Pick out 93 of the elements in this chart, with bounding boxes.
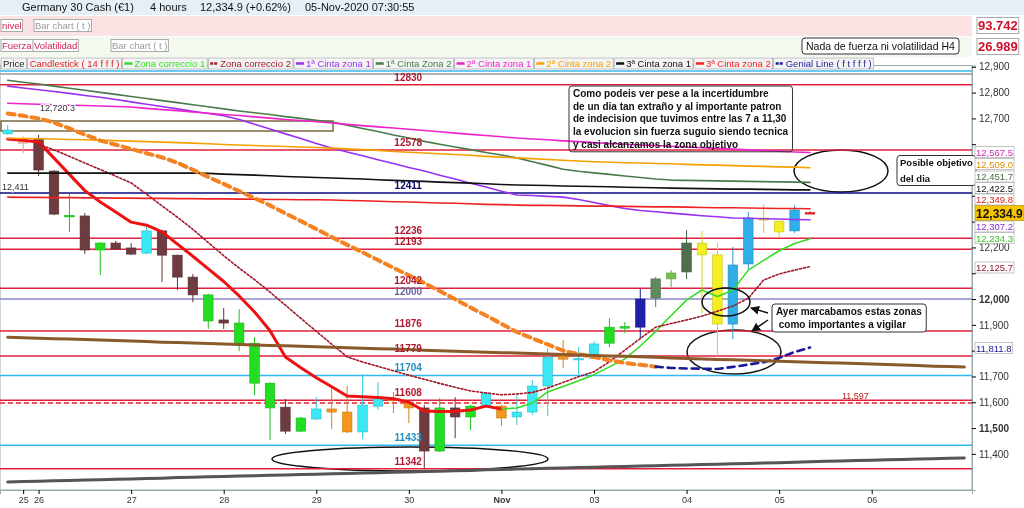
text: Nada de fuerza ni volatilidad H4 — [806, 40, 955, 52]
candlestick — [666, 269, 677, 288]
x-tick-label: 29 — [311, 495, 322, 506]
text: 12,567.5 — [976, 146, 1013, 158]
candlestick — [218, 307, 229, 330]
legend-label: 3ª Cinta zona 2 — [705, 58, 771, 69]
legend-label: 2ª Cinta zona 2 — [546, 58, 612, 69]
y-tick-label: 11,500 — [979, 422, 1010, 434]
x-tick-label: 27 — [126, 495, 137, 506]
annotation: Candlestick ( 14 f f f ) — [29, 58, 120, 69]
y-tick-label: 12,900 — [979, 61, 1011, 73]
candlestick — [95, 241, 106, 276]
candlestick — [342, 385, 353, 434]
candlestick — [619, 321, 630, 334]
candlestick — [234, 308, 245, 352]
candlestick — [64, 193, 75, 233]
ref-line-label: 11704 — [394, 362, 423, 374]
y-tick-label: 11,900 — [979, 319, 1010, 331]
x-tick-label: 04 — [682, 495, 693, 506]
x-tick-label: 28 — [219, 495, 230, 506]
x-tick-label: 30 — [404, 495, 415, 506]
x-tick-label: 03 — [589, 495, 600, 506]
ref-line-label: 12578 — [394, 136, 423, 148]
ref-line-label: 12193 — [394, 236, 423, 248]
ref-line-label: 12236 — [394, 225, 423, 237]
text: 12,451.7 — [976, 171, 1013, 182]
candlestick — [187, 273, 198, 303]
text: nivel — [2, 20, 22, 31]
ref-line-label: 11876 — [394, 318, 423, 330]
candlestick — [18, 135, 29, 154]
ref-line-label: 11342 — [394, 455, 423, 467]
legend-label: 2ª Cinta zona 1 — [466, 58, 532, 69]
candlestick — [511, 394, 522, 426]
annotation: Ayer marcabamos estas zonas como importantes a vigilar — [776, 306, 923, 330]
legend-label: 1ª Cinta Zona 2 — [385, 58, 452, 69]
text: 12,307.2 — [976, 221, 1013, 232]
x-tick-label: Nov — [493, 495, 511, 506]
annotation: 12,720.3 — [40, 103, 76, 113]
legend-label: 3ª Cinta zona 1 — [626, 58, 691, 69]
text: 11,811.8 — [976, 342, 1012, 354]
candlestick — [172, 254, 183, 291]
legend-label: Genial Line ( f t f f f ) — [785, 58, 872, 69]
annotation: 12,411 — [2, 181, 29, 192]
annotation: Posible objetivo del dia — [900, 157, 974, 184]
annotation: Price — [3, 58, 25, 69]
y-tick-label: 11,600 — [979, 396, 1010, 408]
y-tick-label: 12,000 — [979, 293, 1011, 305]
text: 12,509.0 — [976, 158, 1013, 170]
ref-line-label: 12411 — [394, 179, 423, 191]
y-tick-label: 12,800 — [979, 87, 1011, 99]
text: 12,334.9 (+0.62%) — [200, 1, 291, 13]
text: 12,334.9 — [976, 206, 1024, 221]
chart-title: Germany 30 Cash (€1) — [22, 1, 134, 13]
text: 4 hours — [150, 1, 188, 13]
ref-line-label: 12000 — [394, 286, 423, 298]
text: Bar chart ( t ) — [35, 20, 91, 31]
ref-line-label: 11608 — [394, 387, 423, 399]
text: Fuerza — [2, 40, 33, 51]
line-series — [6, 102, 811, 154]
text: 26.989 — [978, 39, 1018, 54]
text: 12,349.8 — [976, 194, 1013, 205]
ref-line-label: 12830 — [394, 71, 423, 83]
line-series — [6, 137, 811, 169]
x-tick-label: 06 — [867, 495, 878, 506]
y-tick-label: 12,200 — [979, 242, 1011, 254]
text: 12,422.5 — [976, 182, 1013, 194]
x-tick-label: 25 — [18, 495, 29, 506]
ref-line-label: 11,597 — [841, 391, 869, 402]
ref-line-label: 11779 — [394, 343, 423, 355]
y-tick-label: 11,400 — [979, 448, 1010, 460]
text: 93.742 — [978, 18, 1018, 33]
legend-label: Zona correccio 1 — [134, 58, 206, 69]
x-tick-label: 26 — [34, 495, 45, 506]
legend-label: Zona correccio 2 — [220, 58, 291, 69]
text: 12,234.3 — [976, 232, 1013, 244]
line-series — [654, 346, 812, 371]
text: Volatilidad — [34, 40, 78, 51]
candlestick — [311, 396, 322, 421]
y-tick-label: 12,700 — [979, 113, 1011, 125]
candlestick — [573, 346, 584, 375]
candlestick — [280, 398, 291, 435]
text: 12,125.7 — [976, 262, 1013, 273]
candlestick — [789, 204, 800, 234]
x-tick-label: 05 — [774, 495, 785, 506]
legend-label: 1ª Cinta zona 1 — [305, 58, 371, 69]
candlestick — [650, 276, 661, 308]
candlestick — [604, 317, 615, 348]
text: Bar chart ( t ) — [112, 40, 168, 51]
candlestick — [696, 230, 708, 314]
candlestick — [326, 387, 337, 430]
line-series — [6, 456, 966, 484]
y-tick-label: 11,700 — [979, 371, 1010, 383]
text: 05-Nov-2020 07:30:55 — [305, 1, 415, 13]
